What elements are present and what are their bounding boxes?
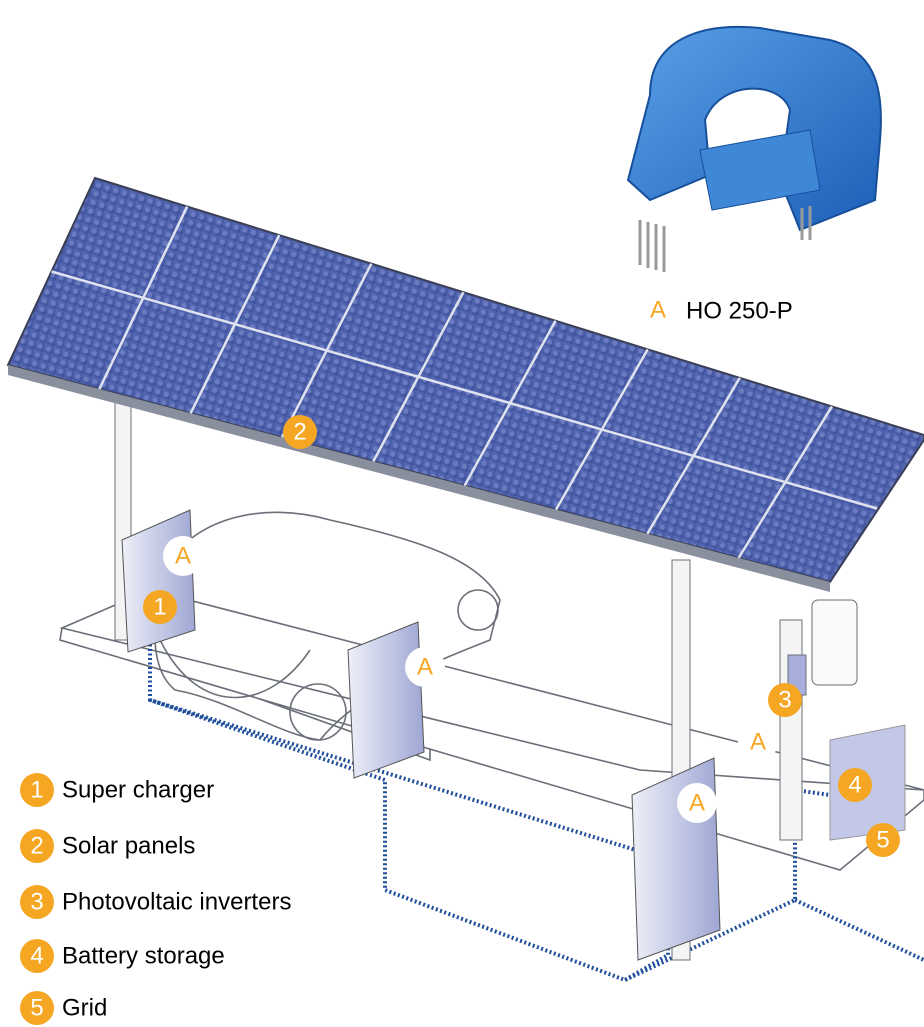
product-marker: A	[650, 296, 666, 323]
marker-label: A	[689, 789, 705, 816]
legend-label: Super charger	[62, 776, 214, 803]
legend-number: 2	[30, 832, 43, 859]
marker-label: 5	[876, 826, 889, 853]
charger	[348, 622, 424, 778]
solar-panels	[8, 178, 924, 582]
marker-label: 3	[778, 686, 791, 713]
sensor	[628, 27, 881, 272]
inverter	[812, 600, 857, 685]
legend-label: Solar panels	[62, 832, 195, 859]
wheel	[458, 590, 498, 630]
legend-label: Photovoltaic inverters	[62, 888, 291, 915]
product-name: HO 250-P	[686, 297, 793, 324]
marker-label: A	[750, 728, 766, 755]
marker-label: 1	[153, 593, 166, 620]
marker-label: 2	[293, 418, 306, 445]
diagram: A HO 250-P A12A3AA45 1Super charger2Sola…	[0, 0, 924, 1027]
charger	[122, 510, 195, 652]
marker-label: 4	[848, 771, 861, 798]
legend-number: 3	[30, 888, 43, 915]
legend-number: 5	[30, 994, 43, 1021]
legend-number: 1	[30, 776, 43, 803]
pillar	[780, 620, 802, 840]
legend-label: Battery storage	[62, 942, 225, 969]
marker-label: A	[417, 653, 433, 680]
legend-number: 4	[30, 942, 43, 969]
legend-label: Grid	[62, 994, 107, 1021]
marker-label: A	[175, 542, 191, 569]
